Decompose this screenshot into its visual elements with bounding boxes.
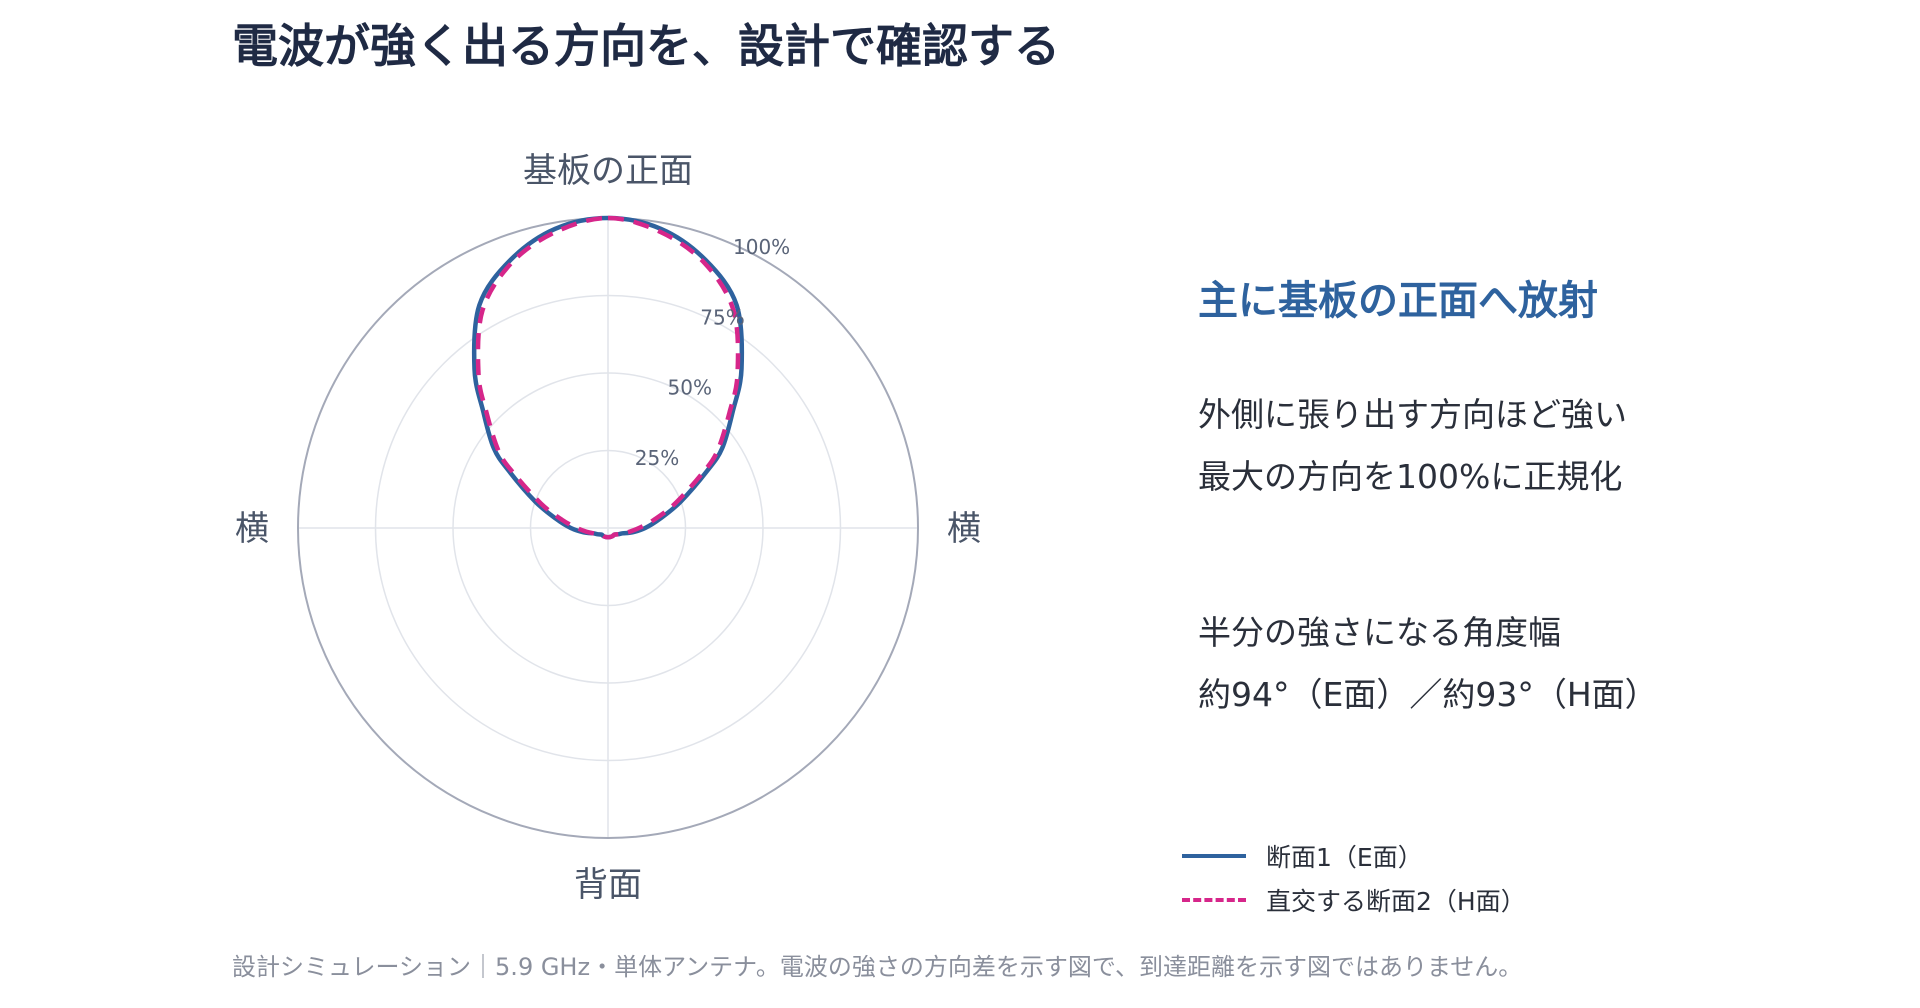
legend-swatch-dashed bbox=[1182, 898, 1246, 902]
legend-label-e-plane: 断面1（E面） bbox=[1266, 843, 1423, 872]
chart-legend: 断面1（E面） 直交する断面2（H面） bbox=[1182, 834, 1526, 922]
note-stronger-outward: 外側に張り出す方向ほど強い bbox=[1198, 395, 1627, 434]
legend-swatch-solid bbox=[1182, 854, 1246, 858]
page-title: 電波が強く出る方向を、設計で確認する bbox=[232, 19, 1060, 73]
legend-item-h-plane: 直交する断面2（H面） bbox=[1182, 878, 1526, 922]
tick-label-100: 100% bbox=[733, 235, 790, 259]
direction-label-top: 基板の正面 bbox=[523, 151, 693, 191]
grid-ring-50 bbox=[452, 372, 764, 684]
polar-chart: 25% 50% 75% 100% 基板の正面 背面 横 横 bbox=[235, 151, 981, 905]
legend-item-e-plane: 断面1（E面） bbox=[1182, 834, 1526, 878]
legend-label-h-plane: 直交する断面2（H面） bbox=[1266, 887, 1526, 916]
note-half-power-width: 半分の強さになる角度幅 bbox=[1198, 613, 1561, 652]
grid-ring-25 bbox=[529, 449, 687, 607]
direction-label-bottom: 背面 bbox=[574, 865, 642, 905]
grid-ring-75 bbox=[374, 294, 842, 762]
polar-grid bbox=[297, 217, 919, 839]
radial-tick-labels: 25% 50% 75% 100% bbox=[635, 235, 790, 470]
note-beamwidth-values: 約94°（E面）／約93°（H面） bbox=[1198, 675, 1658, 714]
series-layer bbox=[471, 215, 745, 540]
direction-label-left: 横 bbox=[235, 509, 269, 549]
footer-note: 設計シミュレーション｜5.9 GHz・単体アンテナ。電波の強さの方向差を示す図で… bbox=[232, 953, 1523, 981]
side-heading: 主に基板の正面へ放射 bbox=[1198, 278, 1598, 324]
tick-label-75: 75% bbox=[700, 305, 744, 329]
note-normalized: 最大の方向を100%に正規化 bbox=[1198, 457, 1623, 496]
direction-labels: 基板の正面 背面 横 横 bbox=[235, 151, 981, 905]
direction-label-right: 横 bbox=[947, 509, 981, 549]
series-line-h-plane bbox=[475, 215, 741, 540]
tick-label-50: 50% bbox=[668, 376, 712, 400]
tick-label-25: 25% bbox=[635, 446, 679, 470]
